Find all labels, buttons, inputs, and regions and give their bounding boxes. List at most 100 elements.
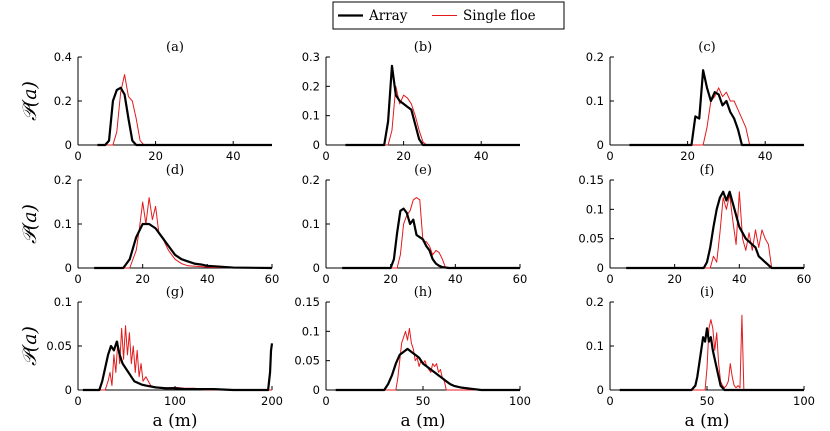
- legend-label-array: Array: [368, 8, 408, 24]
- y-tick-label: 0: [313, 138, 320, 152]
- y-tick-label: 0.15: [294, 295, 320, 309]
- x-tick-label: 0: [606, 149, 613, 163]
- x-tick-label: 40: [732, 272, 747, 286]
- y-tick-label: 0.2: [302, 173, 320, 187]
- x-tick-label: 0: [74, 149, 81, 163]
- panel-title: (f): [700, 163, 715, 178]
- y-tick-label: 0.1: [302, 217, 320, 231]
- y-tick-label: 0.1: [586, 202, 604, 216]
- y-tick-label: 0: [313, 383, 320, 397]
- x-axis-label: a (m): [153, 411, 198, 431]
- y-tick-label: 0.05: [294, 354, 320, 368]
- series-line-single-floe: [629, 87, 804, 146]
- panel-a: (a) 0 20 40 0 0.2 0.4: [54, 40, 272, 163]
- x-tick-label: 40: [226, 149, 241, 163]
- series-line-single-floe: [342, 197, 520, 269]
- x-tick-label: 100: [164, 394, 186, 408]
- x-tick-label: 20: [667, 272, 682, 286]
- y-axis-label: 𝒫(a): [19, 204, 41, 244]
- legend-label-single-floe: Single floe: [463, 8, 536, 24]
- series-line-single-floe: [97, 74, 272, 146]
- x-tick-label: 100: [509, 394, 531, 408]
- x-tick-label: 0: [74, 272, 81, 286]
- panel-title: (g): [166, 285, 184, 300]
- panel-title: (d): [166, 163, 184, 178]
- x-axis-label: a (m): [401, 411, 446, 431]
- x-tick-label: 20: [135, 272, 150, 286]
- panel-c: (c) 0 20 40 0 0.1 0.2: [586, 40, 804, 163]
- series-line-single-floe: [335, 327, 520, 391]
- panel-title: (h): [414, 285, 433, 300]
- y-tick-label: 0.1: [302, 324, 320, 338]
- panel-title: (i): [700, 285, 714, 300]
- series-line-array: [94, 222, 273, 270]
- y-tick-label: 0.15: [578, 173, 604, 187]
- series-line-array: [82, 340, 274, 392]
- y-tick-label: 0.05: [578, 232, 604, 246]
- x-tick-label: 100: [793, 394, 815, 408]
- series-line-array: [97, 86, 272, 147]
- series-line-array: [619, 327, 804, 392]
- y-tick-label: 0.1: [302, 109, 320, 123]
- y-tick-label: 0.2: [586, 50, 604, 64]
- x-tick-label: 40: [448, 272, 463, 286]
- x-tick-label: 40: [758, 149, 773, 163]
- panel-b: (b) 0 20 40 0 0.1 0.2 0.3: [302, 40, 520, 163]
- y-tick-label: 0.2: [586, 295, 604, 309]
- legend: Array Single floe: [332, 1, 565, 30]
- x-tick-label: 20: [383, 272, 398, 286]
- y-tick-label: 0.1: [54, 217, 72, 231]
- x-tick-label: 0: [606, 272, 613, 286]
- panel-d: (d) 0 20 40 60 0 0.1 0.2: [54, 163, 280, 286]
- x-tick-label: 60: [265, 272, 280, 286]
- y-tick-label: 0: [597, 138, 604, 152]
- y-tick-label: 0: [597, 383, 604, 397]
- x-axis-label: a (m): [685, 411, 730, 431]
- x-tick-label: 60: [513, 272, 528, 286]
- x-tick-label: 50: [700, 394, 715, 408]
- y-tick-label: 0.05: [46, 339, 72, 353]
- panel-f: (f) 0 20 40 60 0 0.05 0.1 0.15: [578, 163, 811, 286]
- panel-title: (b): [414, 40, 432, 55]
- y-tick-label: 0.2: [54, 94, 72, 108]
- panel-g: (g) 0 100 200 0 0.05 0.1: [46, 285, 283, 408]
- x-tick-label: 200: [261, 394, 283, 408]
- y-tick-label: 0: [313, 261, 320, 275]
- series-line-array: [629, 69, 804, 147]
- series-line-single-floe: [82, 325, 272, 391]
- y-tick-label: 0: [65, 261, 72, 275]
- series-line-single-floe: [94, 197, 273, 269]
- panel-e: (e) 0 20 40 60 0 0.1 0.2: [302, 163, 528, 286]
- x-tick-label: 20: [148, 149, 163, 163]
- x-tick-label: 0: [322, 149, 329, 163]
- panel-i: (i) 0 50 100 0 0.1 0.2: [586, 285, 815, 408]
- y-tick-label: 0.1: [586, 339, 604, 353]
- y-axis-label: 𝒫(a): [19, 81, 41, 121]
- x-tick-label: 40: [474, 149, 489, 163]
- panel-title: (a): [166, 40, 184, 55]
- y-tick-label: 0: [65, 138, 72, 152]
- x-tick-label: 0: [74, 394, 81, 408]
- panel-title: (e): [414, 163, 432, 178]
- y-tick-label: 0: [597, 261, 604, 275]
- series-line-single-floe: [626, 191, 804, 269]
- y-tick-label: 0.2: [302, 79, 320, 93]
- y-tick-label: 0.1: [586, 94, 604, 108]
- x-tick-label: 20: [680, 149, 695, 163]
- series-line-single-floe: [619, 314, 804, 391]
- x-tick-label: 20: [396, 149, 411, 163]
- panel-h: (h) 0 50 100 0 0.05 0.1 0.15: [294, 285, 531, 408]
- series-line-array: [342, 207, 520, 270]
- y-tick-label: 0.2: [54, 173, 72, 187]
- y-tick-label: 0: [65, 383, 72, 397]
- series-line-array: [345, 64, 520, 147]
- x-tick-label: 0: [322, 272, 329, 286]
- series-line-array: [335, 347, 520, 392]
- panel-title: (c): [698, 40, 715, 55]
- y-tick-label: 0.4: [54, 50, 72, 64]
- y-axis-label: 𝒫(a): [19, 326, 41, 366]
- x-tick-label: 0: [322, 394, 329, 408]
- y-tick-label: 0.3: [302, 50, 320, 64]
- y-tick-label: 0.1: [54, 295, 72, 309]
